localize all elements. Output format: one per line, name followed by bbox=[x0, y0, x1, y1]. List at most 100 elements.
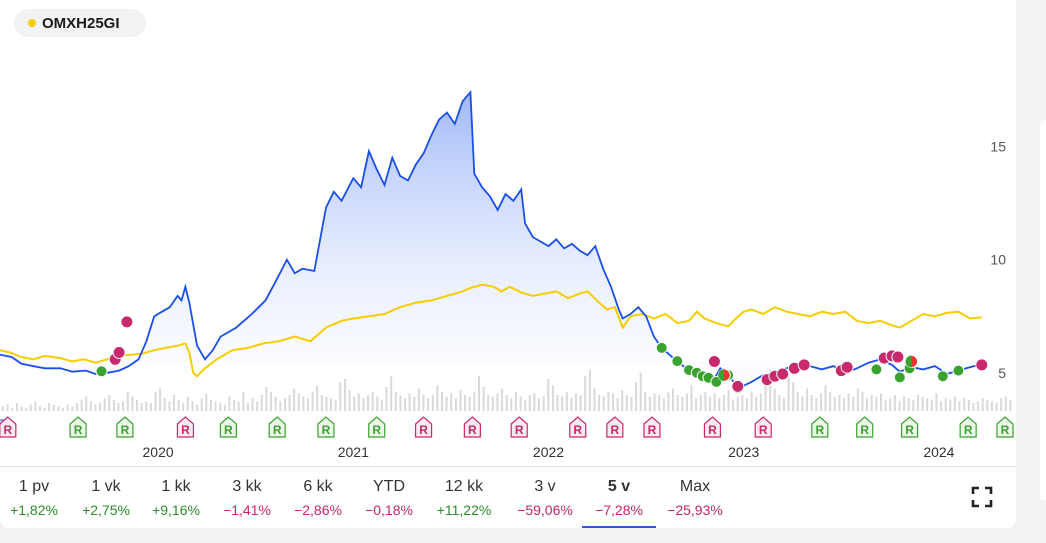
period-1-kk[interactable]: 1 kk +9,16% bbox=[141, 478, 211, 518]
event-badge-green[interactable]: R bbox=[959, 416, 977, 438]
trade-marker-green[interactable] bbox=[671, 355, 684, 368]
event-badge-green[interactable]: R bbox=[856, 416, 874, 438]
volume-bar bbox=[792, 382, 795, 411]
volume-bar bbox=[921, 396, 924, 411]
period-3-v[interactable]: 3 v −59,06% bbox=[510, 478, 580, 518]
legend-chip[interactable]: OMXH25GI bbox=[14, 9, 146, 37]
event-badge-green[interactable]: R bbox=[116, 416, 134, 438]
volume-bar bbox=[487, 395, 490, 411]
volume-bar bbox=[371, 391, 374, 411]
volume-bar bbox=[778, 395, 781, 411]
volume-bar bbox=[838, 395, 841, 411]
event-badge-green[interactable]: R bbox=[268, 416, 286, 438]
volume-bar bbox=[126, 391, 129, 411]
period-1-vk[interactable]: 1 vk +2,75% bbox=[71, 478, 141, 518]
trade-marker-pink[interactable] bbox=[797, 358, 811, 372]
volume-bar bbox=[769, 369, 772, 411]
trade-marker-pink[interactable] bbox=[120, 315, 134, 329]
trade-marker-split[interactable] bbox=[717, 368, 731, 382]
event-badge-green[interactable]: R bbox=[900, 416, 919, 438]
volume-bar bbox=[722, 395, 725, 411]
volume-bar bbox=[940, 401, 943, 411]
trade-marker-green[interactable] bbox=[655, 341, 668, 354]
event-badge-green[interactable]: R bbox=[219, 416, 237, 438]
volume-bar bbox=[944, 398, 947, 411]
trade-marker-green[interactable] bbox=[95, 365, 108, 378]
trade-marker-split[interactable] bbox=[905, 355, 919, 369]
volume-bar bbox=[1009, 399, 1012, 411]
trade-marker-green[interactable] bbox=[936, 370, 949, 383]
period-max[interactable]: Max −25,93% bbox=[660, 478, 730, 518]
event-badge-pink[interactable]: R bbox=[510, 416, 528, 438]
volume-bar bbox=[852, 396, 855, 411]
volume-bar bbox=[223, 404, 226, 411]
volume-bar bbox=[200, 398, 203, 411]
expand-icon[interactable] bbox=[971, 486, 993, 508]
volume-bar bbox=[635, 382, 638, 411]
volume-bar bbox=[685, 393, 688, 411]
volume-bar bbox=[367, 395, 370, 411]
event-badge-pink[interactable]: R bbox=[606, 416, 624, 438]
volume-bar bbox=[108, 395, 111, 411]
event-badge-pink[interactable]: R bbox=[176, 416, 195, 438]
trade-marker-pink[interactable] bbox=[840, 360, 854, 374]
period-12-kk[interactable]: 12 kk +11,22% bbox=[429, 478, 499, 518]
trade-marker-pink[interactable] bbox=[891, 350, 905, 364]
volume-bar bbox=[459, 390, 462, 411]
trade-marker-green[interactable] bbox=[893, 371, 906, 384]
event-badge-pink[interactable]: R bbox=[0, 416, 17, 438]
period-ytd[interactable]: YTD −0,18% bbox=[354, 478, 424, 518]
volume-bar bbox=[122, 401, 125, 411]
event-badge-green[interactable]: R bbox=[317, 416, 335, 438]
trade-marker-green[interactable] bbox=[870, 363, 883, 376]
volume-bar bbox=[782, 398, 785, 411]
event-badge-label: R bbox=[224, 423, 233, 437]
trade-marker-pink[interactable] bbox=[975, 358, 989, 372]
volume-bar bbox=[815, 398, 818, 411]
period-3-kk[interactable]: 3 kk −1,41% bbox=[212, 478, 282, 518]
event-badge-green[interactable]: R bbox=[811, 416, 829, 438]
period-change: −0,18% bbox=[365, 502, 413, 518]
volume-bar bbox=[806, 388, 809, 411]
period-1-pv[interactable]: 1 pv +1,82% bbox=[0, 478, 69, 518]
period-label: Max bbox=[679, 478, 711, 495]
event-badge-label: R bbox=[419, 423, 428, 437]
event-badge-pink[interactable]: R bbox=[463, 416, 481, 438]
y-tick-label: 10 bbox=[990, 252, 1006, 268]
volume-bar bbox=[103, 398, 106, 411]
volume-bar bbox=[441, 391, 443, 411]
volume-bar bbox=[94, 404, 97, 411]
volume-bar bbox=[376, 396, 379, 411]
price-area bbox=[0, 92, 982, 388]
volume-bar bbox=[75, 403, 78, 411]
trade-marker-green[interactable] bbox=[952, 364, 965, 377]
volume-bar bbox=[759, 393, 762, 411]
volume-bar bbox=[334, 399, 337, 411]
volume-bar bbox=[967, 399, 970, 411]
volume-bar bbox=[653, 393, 656, 411]
event-badge-green[interactable]: R bbox=[368, 416, 386, 438]
volume-bar bbox=[903, 396, 906, 411]
event-badge-pink[interactable]: R bbox=[569, 416, 587, 438]
volume-bar bbox=[256, 401, 259, 411]
event-badge-label: R bbox=[468, 423, 477, 437]
trade-marker-pink[interactable] bbox=[112, 346, 126, 359]
trade-marker-pink[interactable] bbox=[776, 367, 790, 381]
event-badge-label: R bbox=[181, 423, 190, 437]
event-badge-pink[interactable]: R bbox=[754, 416, 772, 438]
volume-bar bbox=[209, 399, 212, 411]
period-5-v[interactable]: 5 v −7,28% bbox=[582, 478, 656, 528]
period-6-kk[interactable]: 6 kk −2,86% bbox=[283, 478, 353, 518]
event-badge-green[interactable]: R bbox=[996, 416, 1014, 438]
trade-marker-pink[interactable] bbox=[707, 355, 721, 368]
event-badge-green[interactable]: R bbox=[69, 416, 87, 438]
trade-marker-pink[interactable] bbox=[731, 379, 745, 393]
volume-bar bbox=[713, 393, 716, 411]
event-badge-pink[interactable]: R bbox=[414, 416, 433, 438]
volume-bar bbox=[353, 396, 356, 411]
volume-bar bbox=[625, 395, 628, 411]
event-badge-pink[interactable]: R bbox=[643, 416, 661, 438]
volume-bar bbox=[995, 403, 998, 411]
index-line-omxh25gi bbox=[0, 283, 982, 378]
event-badge-pink[interactable]: R bbox=[703, 416, 722, 438]
